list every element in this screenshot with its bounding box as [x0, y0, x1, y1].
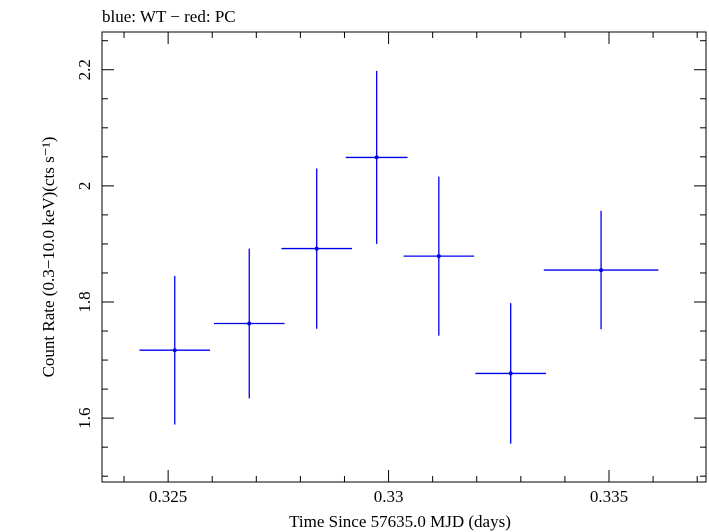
x-tick-label: 0.335	[590, 487, 628, 506]
data-series-wt	[139, 70, 659, 444]
y-tick-label: 1.8	[75, 291, 94, 312]
data-marker	[314, 246, 319, 251]
data-marker	[247, 321, 252, 326]
data-point	[139, 275, 211, 425]
y-axis-ticks: 1.6 1.8 2 2.2	[75, 40, 706, 477]
data-marker	[599, 268, 604, 273]
data-marker	[172, 348, 177, 353]
data-point	[281, 168, 352, 329]
data-point	[475, 303, 546, 444]
y-tick-label: 2.2	[75, 59, 94, 80]
data-marker	[508, 371, 513, 376]
data-marker	[374, 155, 379, 160]
x-tick-label: 0.33	[374, 487, 404, 506]
data-point	[345, 70, 408, 244]
data-marker	[436, 254, 441, 259]
plot-frame	[101, 31, 707, 483]
x-tick-label: 0.325	[149, 487, 187, 506]
x-axis-ticks: 0.325 0.33 0.335	[123, 32, 698, 506]
chart-title: blue: WT − red: PC	[102, 7, 236, 26]
x-axis-label: Time Since 57635.0 MJD (days)	[289, 512, 511, 531]
data-point	[543, 210, 659, 330]
y-axis-label: Count Rate (0.3−10.0 keV)(cts s⁻¹)	[39, 137, 58, 378]
data-point	[213, 248, 285, 399]
y-tick-label: 2	[75, 182, 94, 191]
y-tick-label: 1.6	[75, 408, 94, 429]
data-point	[403, 176, 475, 336]
